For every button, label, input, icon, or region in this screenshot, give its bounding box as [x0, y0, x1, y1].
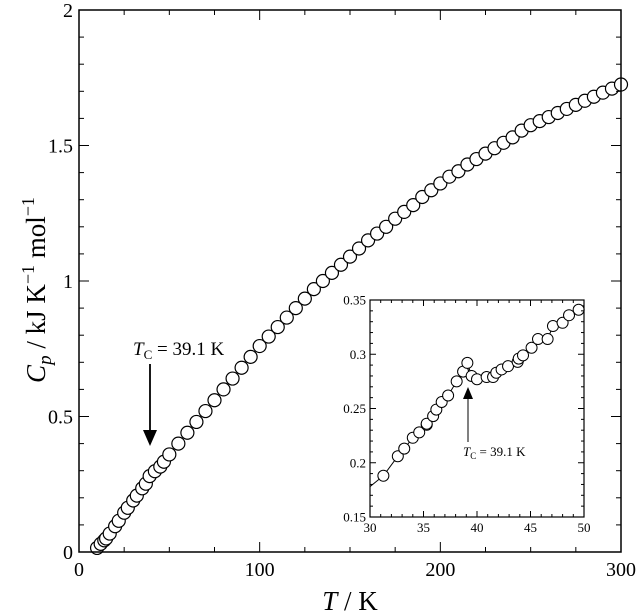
inset-y-tick-label: 0.15: [343, 510, 366, 525]
inset-data-point: [420, 417, 433, 430]
inset-data-point: [517, 349, 530, 362]
data-point: [379, 219, 394, 234]
data-point: [198, 403, 213, 419]
inset-series: [377, 303, 585, 482]
x-axis-label: T / K: [322, 586, 378, 616]
inset-y-tick-label: 0.25: [343, 401, 366, 416]
data-point: [270, 319, 285, 335]
main-axis-ticks: 0 100 200 300 0 0.5 1 1.5 2: [48, 0, 636, 581]
inset-data-point: [471, 373, 483, 386]
data-point: [279, 310, 294, 325]
data-point: [342, 249, 358, 264]
inset-tc-annotation: TC = 39.1 K: [463, 387, 526, 461]
inset-data-point: [461, 356, 474, 369]
data-point: [261, 329, 276, 344]
inset-data-point: [442, 389, 455, 402]
main-y-tick-label: 2: [63, 0, 73, 22]
inset-data-point: [450, 375, 463, 388]
data-point: [162, 447, 177, 462]
data-point: [252, 338, 267, 354]
main-x-tick-label: 300: [606, 559, 636, 581]
inset-background: [370, 300, 584, 517]
inset-x-tick-label: 50: [578, 520, 591, 535]
inset-plot: 30 35 40 45 50 0.15 0.2 0.25 0.3 0.35 TC = 39.1 K: [343, 293, 590, 535]
inset-y-tick-label: 0.35: [343, 293, 366, 308]
main-x-tick-label: 100: [245, 559, 275, 581]
main-tc-annotation: TC = 39.1 K: [133, 339, 224, 446]
data-point: [306, 282, 321, 297]
inset-y-tick-label: 0.2: [350, 455, 366, 470]
data-point: [216, 382, 231, 397]
inset-data-point: [572, 303, 585, 316]
main-x-tick-label: 200: [425, 559, 455, 581]
inset-tc-label: TC = 39.1 K: [463, 444, 526, 461]
data-point: [297, 291, 312, 306]
main-series: [89, 77, 629, 556]
inset-y-tick-label: 0.3: [350, 347, 366, 362]
inset-data-point: [563, 309, 576, 322]
inset-x-tick-label: 35: [417, 520, 430, 535]
data-point: [406, 198, 421, 213]
main-tc-arrow-head: [143, 430, 157, 446]
inset-x-tick-label: 45: [524, 520, 537, 535]
y-axis-label: Cp / kJ K−1 mol−1: [18, 197, 56, 383]
data-point: [333, 257, 349, 272]
inset-data-point: [398, 442, 411, 455]
data-point: [351, 241, 367, 256]
inset-axis-ticks: 30 35 40 45 50 0.15 0.2 0.25 0.3 0.35: [343, 293, 590, 535]
data-point: [207, 393, 222, 408]
data-point: [171, 436, 186, 451]
inset-x-tick-label: 40: [471, 520, 484, 535]
main-y-tick-label: 1.5: [48, 136, 73, 158]
data-point: [180, 425, 195, 440]
inset-x-tick-label: 30: [364, 520, 377, 535]
main-y-tick-label: 0: [63, 542, 73, 564]
inset-tc-arrow-head: [463, 387, 473, 399]
data-point: [234, 360, 249, 375]
main-x-tick-label: 0: [74, 559, 84, 581]
main-tc-label: TC = 39.1 K: [133, 339, 224, 362]
data-point: [189, 414, 204, 430]
inset-data-point: [377, 469, 390, 482]
inset-data-point: [541, 333, 554, 346]
main-y-tick-label: 0.5: [48, 407, 73, 429]
inset-data-point: [525, 341, 538, 354]
data-point: [288, 301, 303, 316]
inset-data-point: [391, 450, 404, 463]
data-point: [324, 265, 340, 280]
data-point: [315, 273, 330, 289]
inset-data-point: [556, 316, 569, 329]
data-point: [225, 371, 240, 386]
main-y-tick-label: 1: [63, 271, 73, 293]
data-point: [243, 349, 258, 364]
inset-data-point: [413, 426, 426, 439]
